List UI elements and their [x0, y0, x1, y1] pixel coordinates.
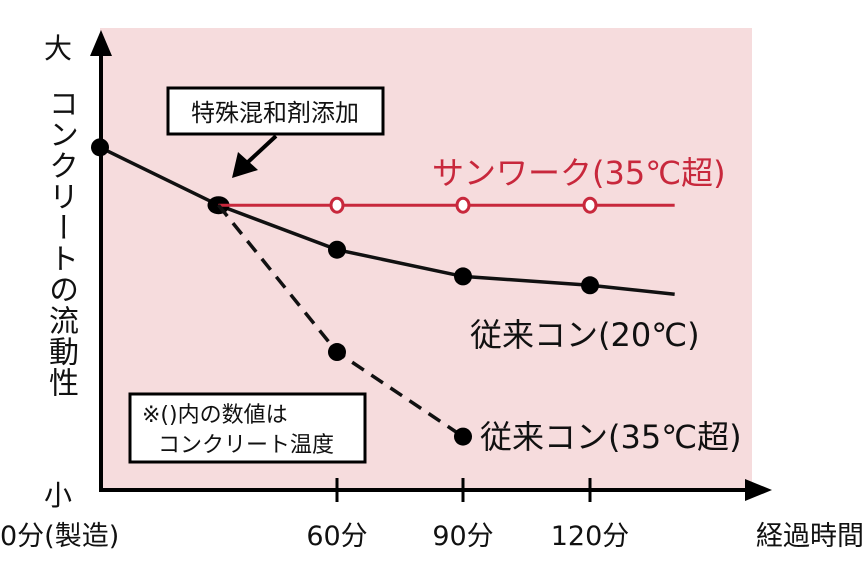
y-top-label: 大: [44, 32, 72, 65]
data-point: [581, 276, 599, 295]
note-box: [128, 392, 367, 464]
x-tick-label: 60分: [306, 521, 367, 552]
y-axis-arrow-icon: [90, 30, 112, 56]
annotation-arrow-line: [246, 134, 278, 164]
annotation-box: [166, 86, 385, 136]
x-tick-label: 90分: [432, 521, 493, 552]
x-axis-arrow-icon: [745, 479, 772, 501]
series-label-sunwork: サンワーク(35℃超): [432, 154, 726, 192]
note-line-2: コンクリート温度: [158, 433, 334, 458]
annotation-arrow-icon: [232, 152, 258, 178]
note-line-1: ※()内の数値は: [142, 403, 288, 428]
y-bottom-label: 小: [44, 479, 72, 512]
data-point: [328, 343, 346, 362]
data-point: [454, 427, 472, 446]
series-line-0: [99, 145, 675, 296]
y-axis-label: コンクリートの流動性: [43, 88, 78, 398]
data-point-open: [582, 196, 598, 214]
x-axis-label: 経過時間: [756, 521, 864, 552]
data-point: [91, 138, 109, 157]
x-tick-label: 0分(製造): [0, 521, 119, 552]
data-point: [328, 240, 346, 259]
data-point-open: [329, 196, 345, 214]
data-point-open: [455, 196, 471, 214]
annotation-text: 特殊混和剤添加: [191, 99, 359, 127]
series-label-conv-20: 従来コン(20℃): [470, 316, 700, 354]
series-label-conv-35: 従来コン(35℃超): [480, 418, 742, 456]
data-point: [454, 267, 472, 286]
x-tick-label: 120分: [551, 521, 630, 552]
